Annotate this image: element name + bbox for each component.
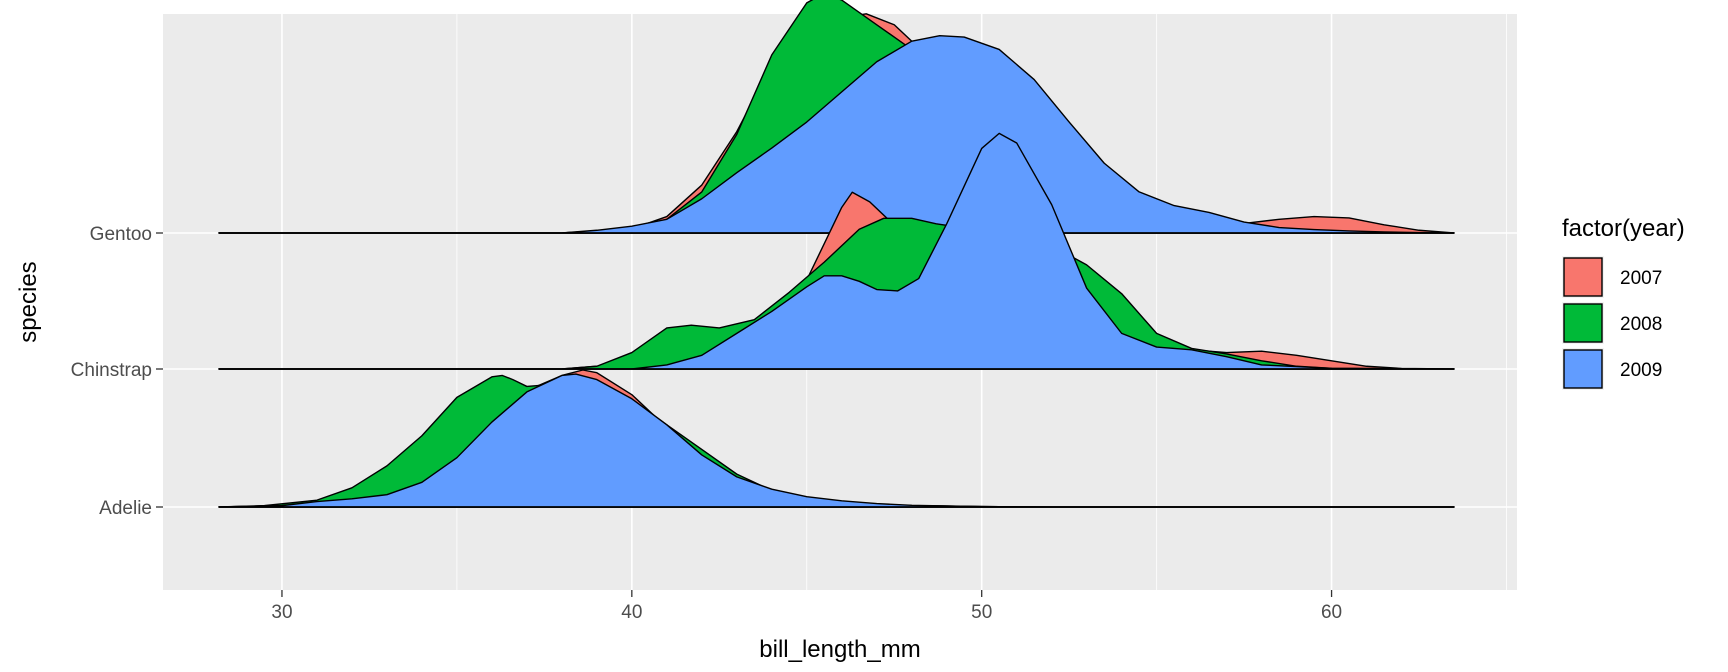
legend-title: factor(year) <box>1562 215 1685 242</box>
x-tick-label: 50 <box>971 602 992 623</box>
ridge-group-chinstrap <box>218 132 1455 370</box>
legend-swatch <box>1563 349 1603 389</box>
x-tick-label: 30 <box>271 602 292 623</box>
legend-label: 2008 <box>1620 314 1662 335</box>
legend-swatch <box>1563 303 1603 343</box>
y-axis: Adelie Chinstrap Gentoo <box>71 224 163 519</box>
x-axis-title: bill_length_mm <box>759 636 920 663</box>
y-tick-label: Gentoo <box>90 224 152 245</box>
y-axis-title: species <box>15 261 42 342</box>
x-axis: 30 40 50 60 <box>271 590 1342 623</box>
ridges <box>218 0 1455 508</box>
legend: factor(year) 2007 2008 2009 <box>1562 215 1685 390</box>
y-tick-label: Adelie <box>99 498 152 519</box>
legend-item-2008: 2008 <box>1562 302 1662 344</box>
ridge-gentoo-2009 <box>218 35 1455 234</box>
y-tick-label: Chinstrap <box>71 360 152 381</box>
legend-label: 2007 <box>1620 268 1662 289</box>
legend-item-2007: 2007 <box>1562 256 1662 298</box>
ridge-group-gentoo <box>218 0 1455 234</box>
x-tick-label: 60 <box>1321 602 1342 623</box>
legend-swatch <box>1563 257 1603 297</box>
ridge-adelie-2009 <box>218 373 1455 508</box>
ridge-chinstrap-2009 <box>218 132 1455 370</box>
legend-label: 2009 <box>1620 360 1662 381</box>
x-tick-label: 40 <box>621 602 642 623</box>
legend-item-2009: 2009 <box>1562 348 1662 390</box>
ridge-group-adelie <box>218 369 1455 508</box>
